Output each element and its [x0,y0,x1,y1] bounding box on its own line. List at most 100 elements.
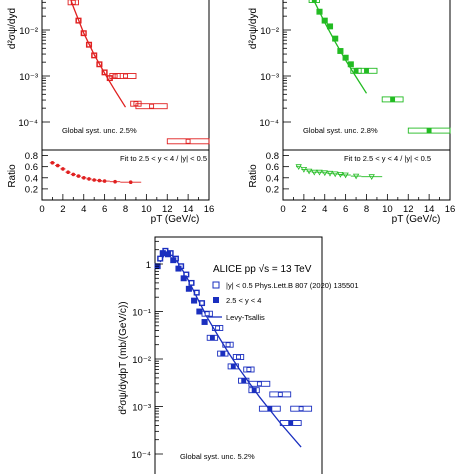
ratio-point [87,177,91,181]
y-tick-label: 10⁻³ [19,72,38,83]
data-point-forward [176,266,181,272]
x-tick-label: 10 [382,204,393,215]
legend-series-0-text: |y| < 0.5 Phys.Lett.B 807 (2020) 135501 [226,281,359,290]
syst-box [355,67,378,74]
y-tick-label: 10⁻² [132,355,151,366]
data-point [311,0,317,3]
ratio-point [332,171,339,178]
data-point [86,42,92,48]
x-tick-label: 12 [403,204,414,215]
data-point [332,36,338,42]
ratio-point [61,167,65,171]
data-point [322,18,328,24]
chart-title: ALICE pp √s = 13 TeV [213,263,312,275]
syst-box-forward [175,265,182,272]
syst-box [85,41,93,48]
syst-box-forward [196,308,203,315]
syst-box [321,17,328,24]
syst-box [75,17,82,24]
data-point-forward [196,309,202,314]
ratio-point [368,174,375,181]
ratio-tick-label: 0.6 [25,162,38,173]
data-point [390,96,396,102]
ratio-tick-label: 0.6 [266,162,279,173]
y-tick-label: 10⁻² [260,26,279,37]
syst-box [326,23,334,30]
syst-box [166,138,210,145]
y-tick-label: 1 [146,260,151,271]
panel-top-right: 10⁻²10⁻³10⁻⁴ 0.20.40.60.8 0 2 4 6 8 10 12 14 16 … [248,0,455,225]
syst-box-midrapidity [269,391,292,398]
syst-box [347,61,354,68]
y-tick-label: 10⁻⁴ [18,118,38,129]
data-point-forward [288,420,294,426]
data-point-forward [181,275,187,281]
data-point [81,30,87,36]
ratio-point [97,178,102,183]
ratio-point [71,172,76,177]
data-point [348,61,354,67]
syst-box [381,96,404,103]
ratio-point [321,170,328,177]
ratio-point [342,172,349,179]
syst-box [342,54,349,61]
data-point-forward [165,251,171,257]
x-tick-label: 8 [364,204,369,215]
ratio-point [113,179,117,184]
main-plot-marks [308,0,451,134]
ratio-tick-labels: 0.20.40.60.8 [266,151,289,195]
y-tick-label: 10⁻² [19,26,38,37]
syst-box-midrapidity [188,279,195,286]
data-point [123,73,128,79]
x-tick-label: 14 [183,204,194,215]
legend-series-0: |y| < 0.5 Phys.Lett.B 807 (2020) 135501 [226,281,359,290]
x-tick-labels: 0 2 4 6 8 10 12 14 16 [39,194,214,215]
x-tick-label: 0 [280,204,285,215]
y-tick-labels: 1 10⁻¹ 10⁻² 10⁻³ 10⁻⁴ [131,240,163,461]
x-tick-label: 14 [424,204,435,215]
data-point-forward [202,319,208,325]
y-tick-label: 10⁻³ [260,72,279,83]
data-point [337,48,343,54]
syst-box [114,73,137,79]
syst-box-forward [248,387,260,394]
ratio-tick-label: 0.8 [266,151,279,162]
data-point-forward [267,406,273,412]
data-point-midrapidity [236,354,241,360]
syst-box-midrapidity [290,405,313,412]
legend-series-1: 2.5 < y < 4 [226,296,261,305]
x-tick-label: 16 [204,204,215,215]
syst-box [96,61,103,68]
x-tick-labels: 0 2 4 6 8 10 12 14 16 [280,194,455,215]
ratio-point [305,168,313,175]
y-tick-labels: 10⁻² 10⁻³ 10⁻⁴ [18,1,50,129]
y-tick-label: 10⁻⁴ [259,118,279,129]
syst-box [80,30,87,37]
syst-box [332,35,339,42]
ratio-y-label: Ratio [7,164,18,188]
syst-box-forward [180,275,187,282]
syst-box-forward [238,377,250,384]
x-tick-label: 4 [322,204,327,215]
x-tick-label: 2 [60,204,65,215]
data-point-midrapidity [298,406,304,412]
data-point-forward [230,363,236,369]
data-point-forward [251,387,257,393]
data-point-midrapidity [225,342,231,348]
syst-box-forward [217,350,229,357]
data-point [76,18,81,24]
x-axis-label: pT (GeV/c) [392,214,441,225]
global-syst-annotation: Global syst. unc. 2.8% [303,126,378,135]
data-point-midrapidity [194,290,200,296]
y-axis-label: d²σψ/dyd [7,8,18,49]
data-point [185,138,191,144]
main-plot-marks [67,0,210,145]
panel-top-left: 10⁻²10⁻³10⁻⁴ 0.20.40.60.8 0 2 4 6 8 10 12 14 16 … [7,0,214,225]
y-tick-label: 10⁻³ [132,403,151,414]
x-axis-label: pT (GeV/c) [151,214,200,225]
ratio-legend: Fit to 2.5 < y < 4 / |y| < 0.5 [120,154,207,163]
legend-series-2: Levy-Tsallis [226,313,265,322]
legend-open-square-icon [212,281,220,289]
syst-box-forward [191,297,198,304]
